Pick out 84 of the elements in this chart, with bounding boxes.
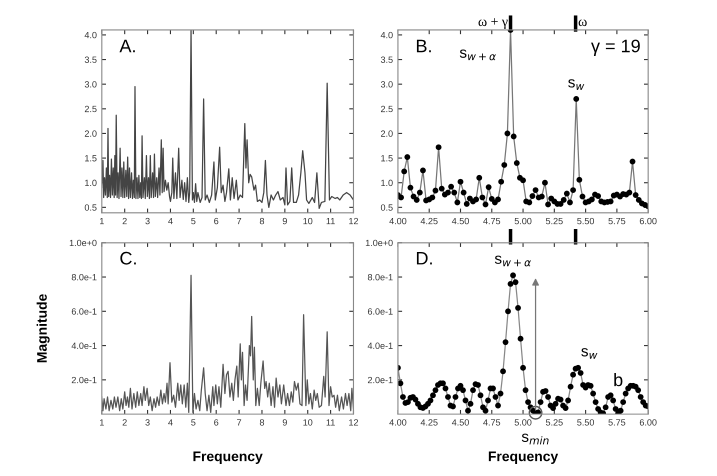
ref-line-label: ω: [578, 20, 587, 26]
y-tick-label: 2.5: [84, 106, 97, 112]
y-tick-label: 8.0e-1: [368, 274, 393, 280]
x-tick-label: 4: [168, 218, 173, 224]
x-tick-label: 2: [122, 419, 127, 426]
annotation: s$_{w}$: [568, 79, 584, 90]
x-tick-label: 7: [237, 218, 242, 224]
x-tick-label: 2: [122, 218, 127, 224]
y-tick-label: 6.0e-1: [72, 308, 97, 315]
y-tick-label: 4.0e-1: [368, 342, 393, 349]
y-tick-label: 1.0e+0: [366, 240, 393, 246]
x-tick-label: 4: [168, 419, 173, 426]
x-tick-label: 7: [237, 419, 242, 426]
annotation: b: [614, 372, 622, 386]
annotation: C.: [120, 252, 136, 265]
y-tick-label: 1.0: [85, 180, 97, 186]
y-tick-label: 8.0e-1: [72, 274, 97, 280]
x-tick-label: 4.00: [389, 218, 406, 224]
annotation: D.: [416, 252, 432, 264]
annotation: s$_{w}$: [581, 348, 598, 359]
y-tick-label: 1.0e+0: [70, 240, 97, 246]
annotation: s$_{w+α}$: [460, 49, 496, 60]
x-tick-label: 5.00: [514, 419, 532, 426]
x-axis-title: Frequency: [193, 452, 263, 464]
x-tick-label: 1: [100, 218, 104, 224]
x-tick-label: 5: [191, 419, 196, 426]
y-tick-label: 2.5: [380, 106, 393, 112]
y-tick-label: 3.5: [380, 56, 393, 63]
x-tick-label: 5.50: [577, 419, 594, 426]
x-tick-label: 10: [303, 218, 312, 224]
y-tick-label: 3.0: [380, 81, 393, 88]
x-tick-label: 4.50: [452, 419, 469, 426]
x-tick-label: 1: [100, 419, 104, 426]
y-tick-label: 0.5: [84, 204, 97, 211]
x-tick-label: 4.50: [452, 218, 469, 224]
x-axis-title: Frequency: [488, 452, 558, 464]
y-tick-label: 2.0e-1: [72, 376, 97, 384]
x-tick-label: 8: [260, 419, 264, 426]
y-tick-label: 6.0e-1: [368, 308, 393, 315]
y-tick-label: 4.0e-1: [72, 342, 97, 349]
x-tick-label: 5.75: [608, 218, 626, 224]
x-tick-label: 5.75: [608, 419, 626, 426]
annotation: s$_{w+α}$: [494, 256, 531, 266]
y-tick-label: 1.5: [85, 155, 97, 162]
x-tick-label: 6: [214, 419, 218, 426]
x-tick-label: 10: [303, 419, 312, 426]
x-tick-label: 12: [349, 218, 358, 224]
y-tick-label: 2.0e-1: [368, 376, 393, 384]
y-tick-label: 2.0: [380, 130, 393, 137]
x-tick-label: 4.25: [420, 218, 438, 224]
annotation: B.: [416, 40, 431, 52]
y-tick-label: 1.0: [381, 180, 393, 186]
x-tick-label: 8: [260, 218, 264, 224]
x-tick-label: 4.75: [483, 419, 500, 426]
x-tick-label: 11: [326, 419, 335, 426]
y-axis-title: Magnitude: [36, 294, 50, 362]
x-tick-label: 5.25: [546, 218, 563, 224]
x-tick-label: 9: [282, 419, 287, 426]
ref-line-label: ω + γ: [478, 18, 508, 29]
x-tick-label: 3: [145, 218, 150, 224]
x-tick-label: 4.00: [389, 419, 406, 426]
x-tick-label: 6: [214, 218, 218, 224]
y-tick-label: 4.0: [84, 32, 97, 38]
x-tick-label: 5: [191, 218, 196, 224]
x-tick-label: 11: [326, 218, 335, 224]
x-tick-label: 5.25: [546, 419, 563, 426]
x-tick-label: 6.00: [640, 419, 657, 426]
y-tick-label: 4.0: [380, 32, 393, 38]
y-tick-label: 2.0: [84, 130, 97, 137]
x-tick-label: 4.25: [420, 419, 438, 426]
annotation: s$_{min}$: [522, 434, 549, 444]
y-tick-label: 3.5: [84, 56, 97, 63]
x-tick-label: 6.00: [640, 218, 657, 224]
x-tick-label: 3: [145, 419, 150, 426]
x-tick-label: 5.50: [577, 218, 594, 224]
x-tick-label: 12: [349, 419, 358, 426]
y-tick-label: 0.5: [380, 204, 393, 211]
x-tick-label: 4.75: [483, 218, 500, 224]
y-tick-label: 1.5: [381, 155, 393, 162]
y-tick-label: 3.0: [84, 81, 97, 88]
x-tick-label: 5.00: [514, 218, 532, 224]
x-tick-label: 9: [282, 218, 287, 224]
annotation: A.: [119, 40, 135, 52]
annotation: γ = 19: [591, 40, 640, 56]
